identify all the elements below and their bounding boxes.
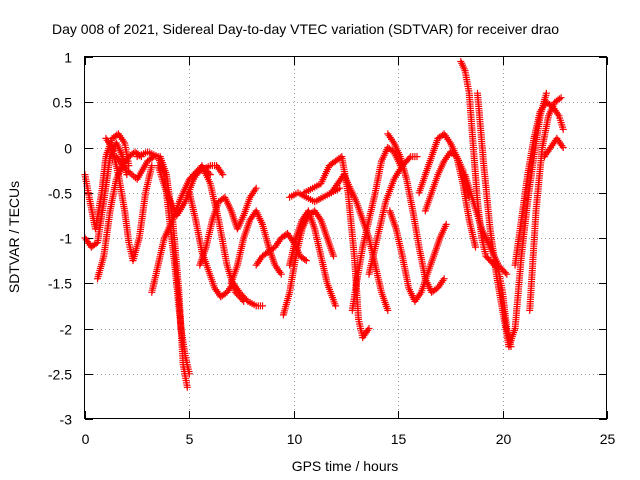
series-arc-9 xyxy=(185,189,266,310)
plot-frame xyxy=(84,56,607,419)
y-tick-label: -2 xyxy=(60,322,73,338)
data-point-marks xyxy=(185,189,266,310)
data-point-marks xyxy=(190,162,227,179)
y-tick-label: 0.5 xyxy=(53,95,73,111)
series-arc-11 xyxy=(190,162,227,179)
data-point-marks xyxy=(365,153,421,278)
axis-ticks xyxy=(85,57,608,420)
data-point-marks xyxy=(384,130,448,296)
y-tick-label: -1 xyxy=(60,231,73,247)
chart-title: Day 008 of 2021, Sidereal Day-to-day VTE… xyxy=(52,21,559,37)
y-tick-label: 1 xyxy=(64,50,72,66)
x-axis-title: GPS time / hours xyxy=(292,458,399,474)
data-point-marks xyxy=(102,134,156,265)
data-point-marks xyxy=(112,153,191,391)
series-arc-20 xyxy=(365,153,421,278)
data-point-marks xyxy=(196,184,260,269)
data-point-marks xyxy=(348,144,404,314)
y-tick-label: -0.5 xyxy=(48,186,72,202)
x-tick-label: 10 xyxy=(287,431,303,447)
y-tick-label: 0 xyxy=(64,141,72,157)
series-arc-19 xyxy=(348,144,404,314)
series-arc-4 xyxy=(102,134,156,265)
series-arc-30 xyxy=(540,134,567,161)
data-point-marks xyxy=(286,207,340,310)
series-arc-5 xyxy=(112,153,191,391)
y-axis-title: SDTVAR / TECUs xyxy=(6,181,22,293)
data-point-marks xyxy=(94,148,145,283)
data-point-marks xyxy=(526,94,565,314)
x-tick-labels: 0 5 10 15 20 25 xyxy=(82,431,616,447)
x-tick-label: 0 xyxy=(82,431,90,447)
data-point-marks xyxy=(227,207,285,287)
x-tick-label: 25 xyxy=(600,431,616,447)
data-point-marks xyxy=(461,171,511,278)
series-arc-27 xyxy=(461,171,511,278)
series-arc-10 xyxy=(196,184,260,269)
series-arc-12 xyxy=(227,207,285,287)
series-arc-16 xyxy=(286,207,340,310)
x-tick-label: 15 xyxy=(391,431,407,447)
y-tick-label: -3 xyxy=(60,412,73,428)
data-series xyxy=(81,58,567,391)
series-arc-3 xyxy=(94,148,145,283)
series-arc-22 xyxy=(384,130,448,296)
y-tick-labels: 1 0.5 0 -0.5 -1 -1.5 -2 -2.5 -3 xyxy=(48,50,72,428)
y-tick-label: -2.5 xyxy=(48,367,72,383)
data-point-marks xyxy=(540,134,567,161)
y-tick-label: -1.5 xyxy=(48,276,72,292)
series-arc-23 xyxy=(415,130,479,251)
x-tick-label: 5 xyxy=(186,431,194,447)
data-point-marks xyxy=(415,130,479,251)
series-arc-29 xyxy=(526,94,565,314)
x-tick-label: 20 xyxy=(496,431,512,447)
